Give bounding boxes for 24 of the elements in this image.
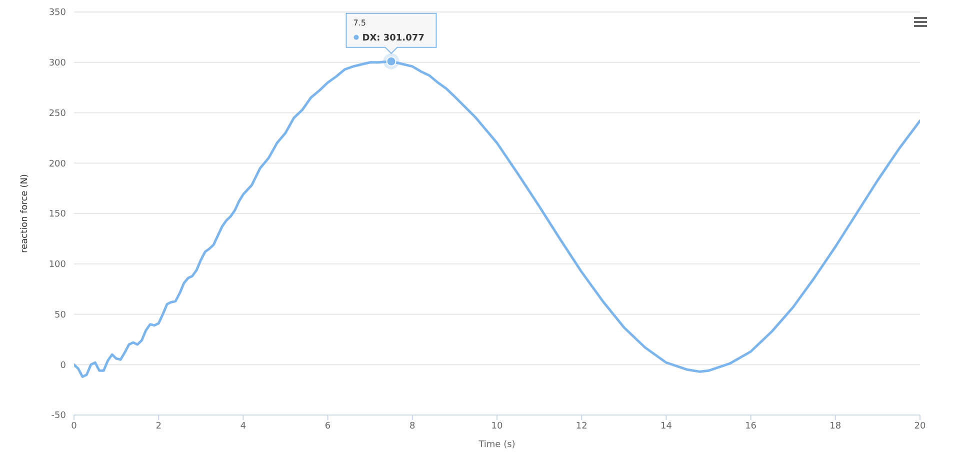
- y-tick-label: 200: [48, 159, 66, 170]
- x-tick-label: 12: [576, 421, 588, 432]
- x-tick-label: 16: [745, 421, 757, 432]
- y-tick-label: 100: [48, 260, 66, 270]
- x-tick-label: 8: [410, 421, 416, 432]
- annotation: 7.5: [353, 18, 366, 28]
- x-tick-label: 4: [240, 421, 246, 432]
- y-tick-label: 250: [48, 108, 66, 119]
- y-tick-label: 350: [48, 8, 66, 18]
- x-axis-title: Time (s): [478, 440, 516, 450]
- y-tick-label: 0: [60, 360, 66, 371]
- y-tick-label: -50: [51, 411, 66, 422]
- annotation: DX: 301.077: [362, 33, 424, 44]
- y-axis-title: reaction force (N): [20, 174, 30, 253]
- x-tick-label: 14: [660, 421, 672, 432]
- y-tick-label: 150: [48, 210, 66, 220]
- x-tick-label: 2: [156, 421, 162, 432]
- x-tick-label: 20: [914, 421, 926, 432]
- y-tick-label: 50: [54, 310, 66, 320]
- x-tick-label: 10: [491, 421, 503, 432]
- x-tick-label: 0: [71, 421, 78, 432]
- y-tick-label: 300: [48, 58, 66, 69]
- x-tick-label: 6: [324, 421, 331, 432]
- x-tick-label: 18: [830, 421, 842, 432]
